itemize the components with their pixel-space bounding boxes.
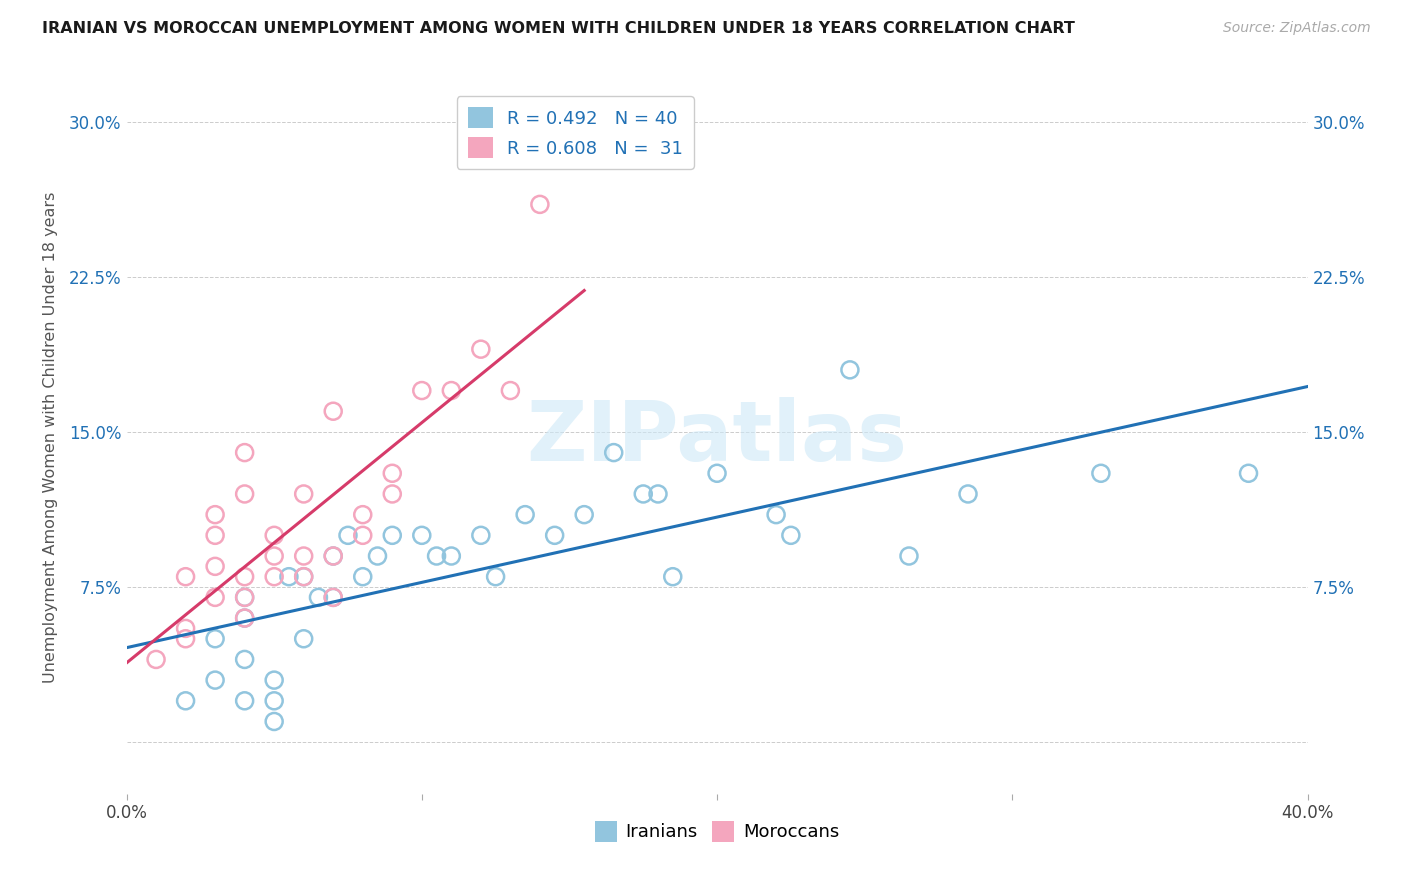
Point — [499, 384, 522, 398]
Point — [263, 528, 285, 542]
Point — [780, 528, 803, 542]
Point — [633, 487, 655, 501]
Point — [233, 570, 256, 584]
Point — [352, 570, 374, 584]
Point — [662, 570, 685, 584]
Point — [145, 652, 167, 666]
Point — [647, 487, 669, 501]
Point — [484, 570, 508, 584]
Point — [263, 549, 285, 563]
Point — [411, 384, 433, 398]
Point — [425, 549, 447, 563]
Point — [204, 632, 226, 646]
Point — [292, 570, 315, 584]
Point — [381, 467, 404, 481]
Text: Source: ZipAtlas.com: Source: ZipAtlas.com — [1223, 21, 1371, 36]
Point — [322, 549, 344, 563]
Point — [204, 528, 226, 542]
Point — [411, 528, 433, 542]
Point — [174, 694, 197, 708]
Point — [765, 508, 787, 522]
Point — [470, 528, 492, 542]
Point — [174, 632, 197, 646]
Point — [838, 363, 860, 377]
Point — [898, 549, 921, 563]
Point — [574, 508, 596, 522]
Point — [204, 508, 226, 522]
Point — [233, 611, 256, 625]
Point — [204, 559, 226, 574]
Point — [322, 591, 344, 605]
Point — [706, 467, 728, 481]
Point — [322, 591, 344, 605]
Point — [204, 591, 226, 605]
Point — [470, 342, 492, 356]
Point — [308, 591, 330, 605]
Point — [515, 508, 537, 522]
Point — [381, 528, 404, 542]
Point — [174, 570, 197, 584]
Point — [956, 487, 979, 501]
Point — [292, 632, 315, 646]
Point — [263, 714, 285, 729]
Point — [204, 673, 226, 687]
Point — [292, 549, 315, 563]
Point — [233, 611, 256, 625]
Point — [1237, 467, 1260, 481]
Point — [1090, 467, 1112, 481]
Point — [263, 570, 285, 584]
Point — [233, 694, 256, 708]
Point — [440, 549, 463, 563]
Point — [233, 445, 256, 459]
Point — [440, 384, 463, 398]
Point — [233, 591, 256, 605]
Point — [263, 694, 285, 708]
Point — [322, 404, 344, 418]
Point — [381, 487, 404, 501]
Point — [352, 528, 374, 542]
Point — [174, 621, 197, 635]
Point — [529, 197, 551, 211]
Point — [278, 570, 301, 584]
Point — [233, 487, 256, 501]
Point — [292, 487, 315, 501]
Point — [322, 549, 344, 563]
Text: ZIPatlas: ZIPatlas — [527, 397, 907, 477]
Text: IRANIAN VS MOROCCAN UNEMPLOYMENT AMONG WOMEN WITH CHILDREN UNDER 18 YEARS CORREL: IRANIAN VS MOROCCAN UNEMPLOYMENT AMONG W… — [42, 21, 1076, 37]
Point — [337, 528, 360, 542]
Point — [292, 570, 315, 584]
Point — [543, 528, 565, 542]
Legend: Iranians, Moroccans: Iranians, Moroccans — [588, 814, 846, 849]
Point — [233, 652, 256, 666]
Point — [263, 673, 285, 687]
Y-axis label: Unemployment Among Women with Children Under 18 years: Unemployment Among Women with Children U… — [44, 192, 58, 682]
Point — [233, 591, 256, 605]
Point — [352, 508, 374, 522]
Point — [367, 549, 389, 563]
Point — [603, 445, 626, 459]
